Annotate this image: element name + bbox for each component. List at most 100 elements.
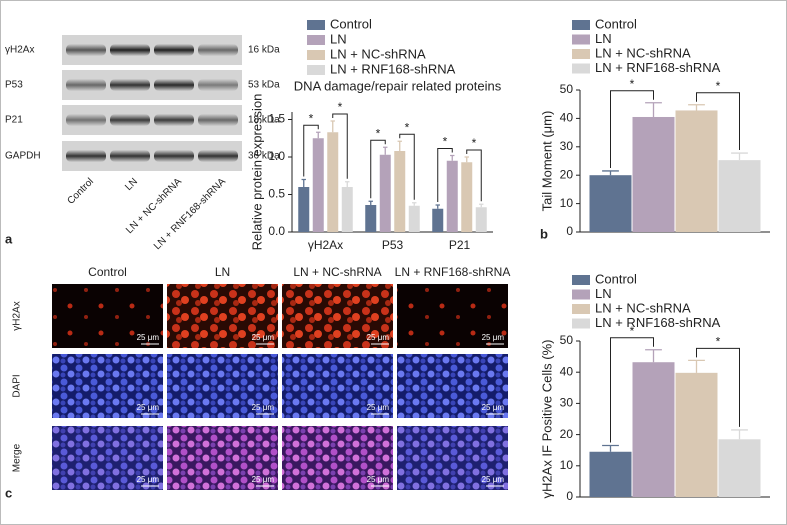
significance-bracket (399, 133, 415, 200)
protein-label: P21 (5, 115, 23, 126)
significance-star: * (338, 100, 343, 114)
y-tick-label: 0 (566, 224, 573, 238)
error-bar (397, 140, 402, 151)
size-label: 36 kDa (248, 151, 280, 162)
scale-label: 25 μm (252, 333, 275, 342)
blot-band (198, 150, 238, 162)
bar (432, 208, 444, 232)
error-bar (479, 203, 484, 208)
y-tick-label: 1.5 (268, 112, 285, 126)
scale-label: 25 μm (137, 403, 160, 412)
significance-bracket (332, 113, 348, 179)
lane-label: Control (65, 176, 96, 207)
significance-bracket (370, 139, 386, 199)
bar (379, 154, 391, 232)
bar (589, 175, 632, 232)
legend-label: LN + NC-shRNA (595, 45, 691, 60)
scale-label: 25 μm (137, 475, 160, 484)
error-bar (435, 204, 440, 209)
column-header: Control (88, 265, 127, 279)
legend-label: LN (595, 31, 612, 46)
blot-band (66, 150, 106, 162)
micrograph (52, 426, 163, 490)
significance-star: * (472, 136, 477, 150)
panel-letter: a (5, 231, 13, 246)
row-label: Merge (12, 443, 23, 472)
legend-swatch (572, 34, 590, 45)
error-bar (412, 202, 417, 206)
legend-swatch (307, 35, 325, 45)
bar (312, 138, 324, 232)
error-bar (731, 429, 748, 440)
micrograph (282, 284, 393, 348)
micrograph (52, 284, 163, 348)
bar (475, 207, 487, 232)
error-bar (731, 152, 748, 161)
row-label: γH2Ax (12, 301, 23, 330)
legend-label: LN (595, 286, 612, 301)
significance-star: * (443, 135, 448, 149)
error-bar (450, 154, 455, 161)
significance-star: * (716, 335, 721, 349)
scale-label: 25 μm (137, 333, 160, 342)
blot-band (66, 44, 106, 56)
significance-star: * (630, 324, 635, 338)
y-tick-label: 0.0 (268, 224, 285, 238)
error-bar (602, 170, 619, 176)
y-axis-label: γH2Ax IF Positive Cells (%) (539, 340, 554, 499)
panel-letter: c (5, 485, 12, 500)
legend-swatch (307, 65, 325, 75)
row-label: DAPI (12, 374, 23, 397)
error-bar (345, 181, 350, 187)
error-bar (383, 146, 388, 155)
y-tick-label: 30 (560, 139, 574, 153)
protein-label: GAPDH (5, 151, 41, 162)
y-tick-label: 10 (560, 196, 574, 210)
significance-bracket (610, 90, 654, 168)
bar (718, 160, 761, 232)
bar (632, 116, 675, 232)
micrograph (282, 426, 393, 490)
bar (675, 110, 718, 232)
significance-star: * (405, 120, 410, 134)
error-bar (645, 102, 662, 117)
blot-band (110, 44, 150, 56)
lane-label: LN (123, 176, 140, 193)
legend-label: LN + NC-shRNA (330, 46, 426, 61)
protein-label: P53 (5, 80, 23, 91)
significance-bracket (466, 149, 482, 202)
bar (365, 205, 377, 232)
chart-title: DNA damage/repair related proteins (294, 78, 502, 93)
bar (341, 187, 353, 232)
y-tick-label: 1.0 (268, 149, 285, 163)
bar (718, 439, 761, 497)
significance-bracket (696, 92, 740, 151)
significance-bracket (303, 124, 319, 177)
bar (675, 372, 718, 497)
x-tick-label: P53 (382, 238, 404, 252)
blot-band (110, 114, 150, 126)
error-bar (645, 349, 662, 363)
significance-star: * (716, 79, 721, 93)
column-header: LN + NC-shRNA (293, 265, 381, 279)
legend-swatch (307, 50, 325, 60)
x-tick-label: P21 (449, 238, 471, 252)
micrograph (397, 426, 508, 490)
y-tick-label: 0 (566, 489, 573, 503)
significance-star: * (309, 111, 314, 125)
error-bar (602, 444, 619, 452)
significance-star: * (376, 126, 381, 140)
significance-bracket (696, 347, 740, 427)
y-tick-label: 20 (560, 427, 574, 441)
legend-swatch (307, 20, 325, 30)
scale-label: 25 μm (252, 403, 275, 412)
legend-label: Control (330, 16, 372, 31)
legend-label: LN + RNF168-shRNA (330, 61, 456, 76)
bar (327, 132, 339, 232)
blot-band (198, 44, 238, 56)
scale-label: 25 μm (252, 475, 275, 484)
legend-swatch (572, 63, 590, 74)
legend-swatch (572, 289, 590, 300)
bar (394, 151, 406, 232)
protein-label: γH2Ax (5, 45, 34, 56)
